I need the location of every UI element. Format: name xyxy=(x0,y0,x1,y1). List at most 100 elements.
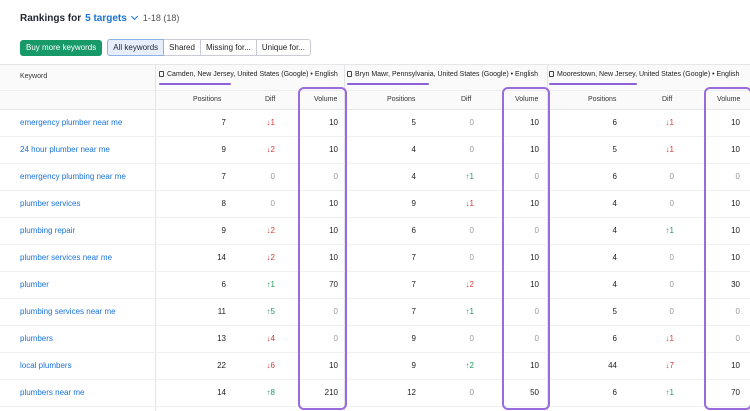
position-value: 4 xyxy=(411,145,416,154)
volume-value: 10 xyxy=(731,253,740,262)
column-divider xyxy=(547,64,548,411)
positions-header[interactable]: Positions xyxy=(588,96,617,103)
position-value: 5 xyxy=(612,145,617,154)
volume-value: 10 xyxy=(530,253,539,262)
volume-value: 70 xyxy=(731,388,740,397)
position-value: 12 xyxy=(407,388,416,397)
results-range: 1-18 (18) xyxy=(142,13,180,23)
volume-value: 70 xyxy=(329,280,338,289)
volume-value: 0 xyxy=(735,334,740,343)
diff-value: 0 xyxy=(469,226,474,235)
diff-value: ↓1 xyxy=(665,334,674,343)
keyword-link[interactable]: emergency plumbing near me xyxy=(20,172,126,181)
volume-value: 0 xyxy=(333,172,338,181)
volume-value: 0 xyxy=(534,334,539,343)
diff-value: 0 xyxy=(270,172,275,181)
buy-more-keywords-button[interactable]: Buy more keywords xyxy=(20,39,103,56)
diff-value: 0 xyxy=(669,307,674,316)
volume-header[interactable]: Volume xyxy=(314,96,338,103)
position-value: 4 xyxy=(612,280,617,289)
position-value: 6 xyxy=(612,172,617,181)
target-underline xyxy=(347,83,429,85)
keyword-link[interactable]: plumber services xyxy=(20,199,81,208)
volume-header[interactable]: Volume xyxy=(515,96,539,103)
volume-value: 0 xyxy=(735,307,740,316)
diff-header[interactable]: Diff xyxy=(265,96,276,103)
diff-value: 0 xyxy=(669,253,674,262)
volume-value: 10 xyxy=(731,226,740,235)
position-value: 9 xyxy=(411,334,416,343)
tab-all-keywords[interactable]: All keywords xyxy=(107,39,165,56)
position-value: 14 xyxy=(217,388,226,397)
diff-value: ↓2 xyxy=(266,253,275,262)
position-value: 9 xyxy=(221,226,226,235)
diff-header[interactable]: Diff xyxy=(461,96,472,103)
diff-value: 0 xyxy=(469,334,474,343)
toolbar: Buy more keywords All keywords Shared Mi… xyxy=(20,39,311,56)
position-value: 9 xyxy=(411,199,416,208)
volume-value: 10 xyxy=(530,145,539,154)
diff-value: 0 xyxy=(469,388,474,397)
diff-value: ↓2 xyxy=(266,226,275,235)
positions-header[interactable]: Positions xyxy=(387,96,416,103)
diff-value: ↑1 xyxy=(266,280,275,289)
position-value: 7 xyxy=(411,280,416,289)
volume-value: 10 xyxy=(530,199,539,208)
document-icon xyxy=(549,71,554,77)
targets-dropdown[interactable]: 5 targets xyxy=(85,12,127,24)
keyword-link[interactable]: plumbing services near me xyxy=(20,307,116,316)
diff-header[interactable]: Diff xyxy=(662,96,673,103)
table-subheader xyxy=(0,90,750,110)
keyword-link[interactable]: 24 hour plumber near me xyxy=(20,145,110,154)
position-value: 14 xyxy=(217,253,226,262)
diff-value: 0 xyxy=(469,145,474,154)
position-value: 5 xyxy=(411,118,416,127)
volume-value: 0 xyxy=(333,307,338,316)
position-value: 6 xyxy=(411,226,416,235)
keyword-column-header[interactable]: Keyword xyxy=(20,73,48,80)
keyword-link[interactable]: emergency plumber near me xyxy=(20,118,123,127)
diff-value: ↓1 xyxy=(665,145,674,154)
positions-header[interactable]: Positions xyxy=(193,96,222,103)
keyword-link[interactable]: plumbers near me xyxy=(20,388,85,397)
column-divider xyxy=(344,64,345,411)
position-value: 6 xyxy=(612,118,617,127)
volume-header[interactable]: Volume xyxy=(717,96,741,103)
position-value: 4 xyxy=(411,172,416,181)
keyword-link[interactable]: local plumbers xyxy=(20,361,72,370)
diff-value: ↓4 xyxy=(266,334,275,343)
keyword-link[interactable]: plumber xyxy=(20,280,49,289)
diff-value: 0 xyxy=(270,199,275,208)
diff-value: ↓7 xyxy=(665,361,674,370)
target-label: Camden, New Jersey, United States (Googl… xyxy=(167,71,338,78)
diff-value: ↓2 xyxy=(266,145,275,154)
volume-value: 10 xyxy=(731,199,740,208)
table-row: plumber 6 ↑1 70 7 ↓2 10 4 0 30 xyxy=(0,272,750,299)
position-value: 11 xyxy=(217,307,226,316)
table-row: plumbing repair 9 ↓2 10 6 0 0 4 ↑1 10 xyxy=(0,218,750,245)
volume-value: 50 xyxy=(530,388,539,397)
keyword-link[interactable]: plumbers xyxy=(20,334,53,343)
table-row: plumber services 8 0 10 9 ↓1 10 4 0 10 xyxy=(0,191,750,218)
volume-value: 10 xyxy=(731,361,740,370)
keyword-link[interactable]: plumber services near me xyxy=(20,253,113,262)
table-row: plumber services near me 14 ↓2 10 7 0 10 4 0 10 xyxy=(0,245,750,272)
tab-unique-for[interactable]: Unique for... xyxy=(256,39,311,56)
keyword-link[interactable]: plumbing repair xyxy=(20,226,76,235)
position-value: 6 xyxy=(221,280,226,289)
target-label: Bryn Mawr, Pennsylvania, United States (… xyxy=(355,71,538,78)
volume-value: 10 xyxy=(329,226,338,235)
table-row: plumbing services near me 11 ↑5 0 7 ↑1 0 5 0 0 xyxy=(0,299,750,326)
volume-value: 10 xyxy=(530,280,539,289)
page-title: Rankings for xyxy=(20,12,82,24)
tab-missing-for[interactable]: Missing for... xyxy=(200,39,257,56)
volume-value: 10 xyxy=(731,118,740,127)
position-value: 7 xyxy=(411,253,416,262)
volume-value: 0 xyxy=(534,172,539,181)
position-value: 6 xyxy=(612,388,617,397)
tab-shared[interactable]: Shared xyxy=(164,39,201,56)
volume-value: 10 xyxy=(530,118,539,127)
position-value: 7 xyxy=(411,307,416,316)
chevron-down-icon[interactable] xyxy=(130,12,138,21)
diff-value: ↑1 xyxy=(465,172,474,181)
